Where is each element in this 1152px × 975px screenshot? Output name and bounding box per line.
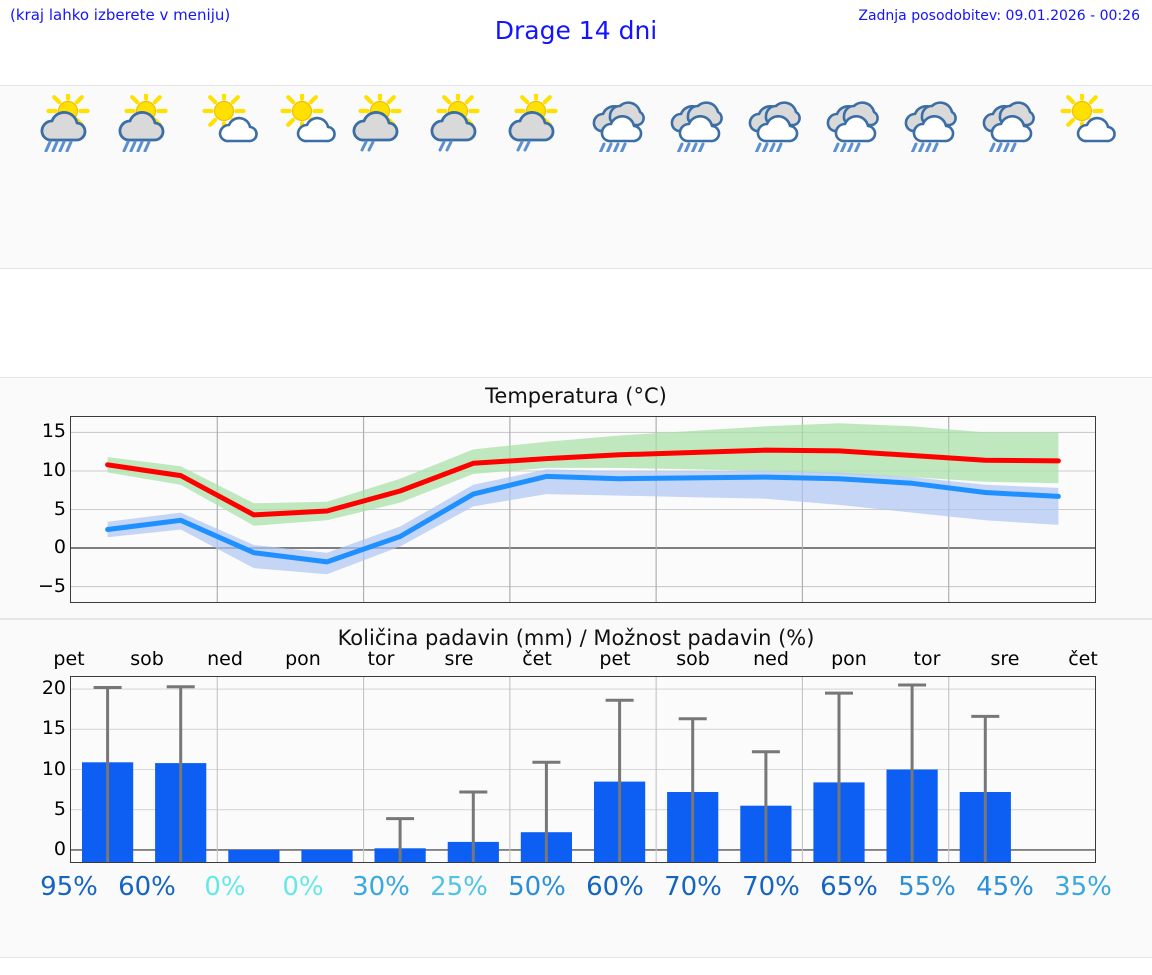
sun-cloud-rain-icon bbox=[30, 94, 108, 152]
page-header: (kraj lahko izberete v meniju) Drage 14 … bbox=[0, 0, 1152, 85]
day-column[interactable] bbox=[420, 86, 498, 268]
precipitation-day-label: ned bbox=[207, 648, 243, 670]
precipitation-y-tick-label: 0 bbox=[53, 837, 66, 860]
precipitation-y-tick-label: 5 bbox=[53, 797, 66, 820]
temperature-plot-area bbox=[70, 416, 1096, 603]
precipitation-day-label: tor bbox=[367, 648, 395, 670]
last-updated-text: Zadnja posodobitev: 09.01.2026 - 00:26 bbox=[858, 8, 1140, 24]
precipitation-day-label: pet bbox=[53, 648, 85, 670]
precipitation-day-label: sob bbox=[676, 648, 710, 670]
precipitation-y-tick-label: 20 bbox=[41, 677, 66, 700]
precipitation-probability-label: 70% bbox=[664, 872, 722, 902]
cloud-rain-icon bbox=[810, 94, 888, 152]
precipitation-day-label: sre bbox=[990, 648, 1020, 670]
precipitation-chart-title: Količina padavin (mm) / Možnost padavin … bbox=[337, 626, 815, 650]
precipitation-probability-label: 55% bbox=[898, 872, 956, 902]
precipitation-probability-label: 60% bbox=[586, 872, 644, 902]
precipitation-bar-chart bbox=[71, 677, 1095, 862]
precipitation-day-label: pon bbox=[831, 648, 867, 670]
temperature-chart-title: Temperatura (°C) bbox=[485, 384, 667, 408]
precipitation-plot-area bbox=[70, 676, 1096, 863]
day-column[interactable] bbox=[1044, 86, 1122, 268]
precipitation-day-label: tor bbox=[913, 648, 941, 670]
precipitation-probability-label: 50% bbox=[508, 872, 566, 902]
precipitation-day-label: sob bbox=[130, 648, 164, 670]
precipitation-probability-label: 35% bbox=[1054, 872, 1112, 902]
temperature-y-tick-label: 0 bbox=[53, 536, 66, 559]
daily-forecast-row bbox=[30, 86, 1122, 268]
sun-cloud-icon bbox=[1044, 94, 1122, 152]
precipitation-day-label: pon bbox=[285, 648, 321, 670]
sun-cloud-icon bbox=[264, 94, 342, 152]
cloud-rain-icon bbox=[576, 94, 654, 152]
day-column[interactable] bbox=[30, 86, 108, 268]
precipitation-probability-row: 95% 60% 0% 0% 30% 25% 50% 60% 70% 70% 65% 55% 45% 35% bbox=[30, 872, 1122, 902]
day-column[interactable] bbox=[732, 86, 810, 268]
temperature-line-chart bbox=[71, 417, 1095, 602]
day-column[interactable] bbox=[576, 86, 654, 268]
sun-cloud-icon bbox=[186, 94, 264, 152]
sun-cloud-drizzle-icon bbox=[498, 94, 576, 152]
day-column[interactable] bbox=[498, 86, 576, 268]
precipitation-probability-label: 25% bbox=[430, 872, 488, 902]
precipitation-probability-label: 0% bbox=[282, 872, 324, 902]
menu-hint-text: (kraj lahko izberete v meniju) bbox=[10, 6, 231, 24]
precipitation-day-label: čet bbox=[1068, 648, 1098, 670]
precipitation-day-label: ned bbox=[753, 648, 789, 670]
precipitation-probability-label: 95% bbox=[40, 872, 98, 902]
cloud-rain-icon bbox=[966, 94, 1044, 152]
daily-forecast-strip bbox=[0, 85, 1152, 269]
spacer bbox=[0, 269, 1152, 377]
precipitation-probability-label: 60% bbox=[118, 872, 176, 902]
temperature-y-tick-label: 5 bbox=[53, 497, 66, 520]
precipitation-probability-label: 70% bbox=[742, 872, 800, 902]
precipitation-day-labels: pet sob ned pon tor sre čet pet sob ned pon tor sre č… bbox=[30, 648, 1122, 670]
cloud-rain-icon bbox=[654, 94, 732, 152]
cloud-rain-icon bbox=[888, 94, 966, 152]
day-column[interactable] bbox=[108, 86, 186, 268]
sun-cloud-rain-icon bbox=[108, 94, 186, 152]
precipitation-probability-label: 45% bbox=[976, 872, 1034, 902]
day-column[interactable] bbox=[342, 86, 420, 268]
precipitation-day-label: pet bbox=[599, 648, 631, 670]
temperature-y-tick-label: 15 bbox=[41, 420, 66, 443]
precipitation-probability-label: 30% bbox=[352, 872, 410, 902]
precipitation-y-tick-label: 15 bbox=[41, 717, 66, 740]
precipitation-day-label: sre bbox=[444, 648, 474, 670]
day-column[interactable] bbox=[654, 86, 732, 268]
temperature-y-tick-label: 10 bbox=[41, 458, 66, 481]
precipitation-chart-block: Količina padavin (mm) / Možnost padavin … bbox=[0, 619, 1152, 958]
day-column[interactable] bbox=[888, 86, 966, 268]
precipitation-day-label: čet bbox=[522, 648, 552, 670]
page-title: Drage 14 dni bbox=[494, 16, 658, 45]
cloud-rain-icon bbox=[732, 94, 810, 152]
sun-cloud-drizzle-icon bbox=[420, 94, 498, 152]
day-column[interactable] bbox=[264, 86, 342, 268]
precipitation-probability-label: 65% bbox=[820, 872, 878, 902]
precipitation-y-tick-label: 10 bbox=[41, 757, 66, 780]
day-column[interactable] bbox=[966, 86, 1044, 268]
precipitation-probability-label: 0% bbox=[204, 872, 246, 902]
temperature-y-tick-label: −5 bbox=[37, 574, 66, 597]
sun-cloud-drizzle-icon bbox=[342, 94, 420, 152]
day-column[interactable] bbox=[810, 86, 888, 268]
day-column[interactable] bbox=[186, 86, 264, 268]
